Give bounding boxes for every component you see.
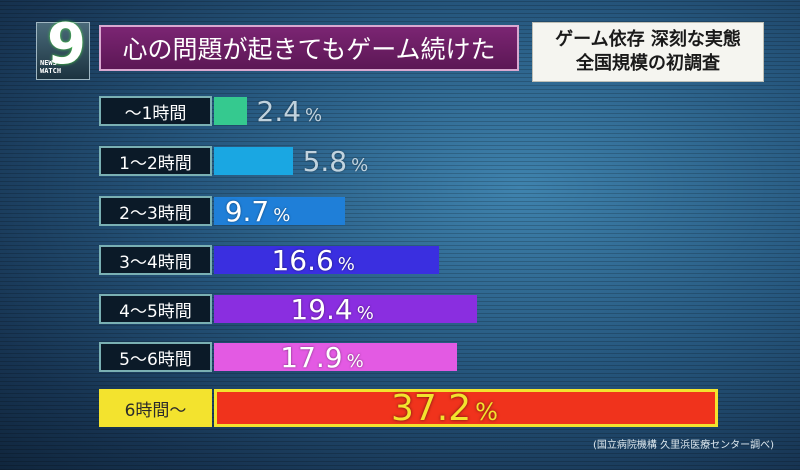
data-label-unit: % [337,254,355,275]
data-label-value: 16.6 [271,244,334,277]
bar [214,246,439,274]
data-label-unit: % [356,303,374,324]
category-label: 3〜4時間 [99,245,212,275]
source-note: (国立病院機構 久里浜医療センター調べ) [593,440,774,451]
data-label: 9.7% [225,198,291,226]
category-label: 6時間〜 [99,389,212,427]
headline-line1: ゲーム依存 深刻な実態 [555,29,741,50]
logo-text-line1: NEWS [40,59,57,67]
category-label: 1〜2時間 [99,146,212,176]
data-label-value: 9.7 [224,195,270,228]
logo-numeral: 9 [47,12,86,77]
bar [214,147,293,175]
chart-title: 心の問題が起きてもゲーム続けた [99,25,519,71]
category-label: 2〜3時間 [99,196,212,226]
category-label: 5〜6時間 [99,342,212,372]
bar [214,197,346,225]
data-label-value: 2.4 [256,95,302,128]
data-label-value: 5.8 [302,145,348,178]
logo-text-line2: WATCH [40,67,62,75]
data-label-value: 17.9 [280,341,343,374]
data-label: 5.8% [303,148,369,176]
data-label: 37.2% [391,391,498,427]
category-label: 4〜5時間 [99,294,212,324]
data-label-unit: % [273,205,291,226]
headline-line2: 全国規模の初調査 [576,53,720,74]
data-label: 2.4% [257,98,323,126]
data-label: 16.6% [271,247,354,275]
data-label: 19.4% [290,296,373,324]
headline-box: ゲーム依存 深刻な実態 全国規模の初調査 [532,22,764,82]
data-label-unit: % [475,398,498,426]
category-label: 〜1時間 [99,96,212,126]
bar [214,389,718,427]
data-label-value: 37.2 [391,388,472,429]
logo-text: NEWS WATCH [40,59,61,75]
data-label-unit: % [346,351,364,372]
bar [214,343,457,371]
news-watch-9-logo: 9 NEWS WATCH [36,17,90,80]
data-label-value: 19.4 [290,293,353,326]
data-label-unit: % [305,105,323,126]
bar [214,97,247,125]
data-label-unit: % [351,155,369,176]
bar [214,295,477,323]
data-label: 17.9% [280,344,363,372]
